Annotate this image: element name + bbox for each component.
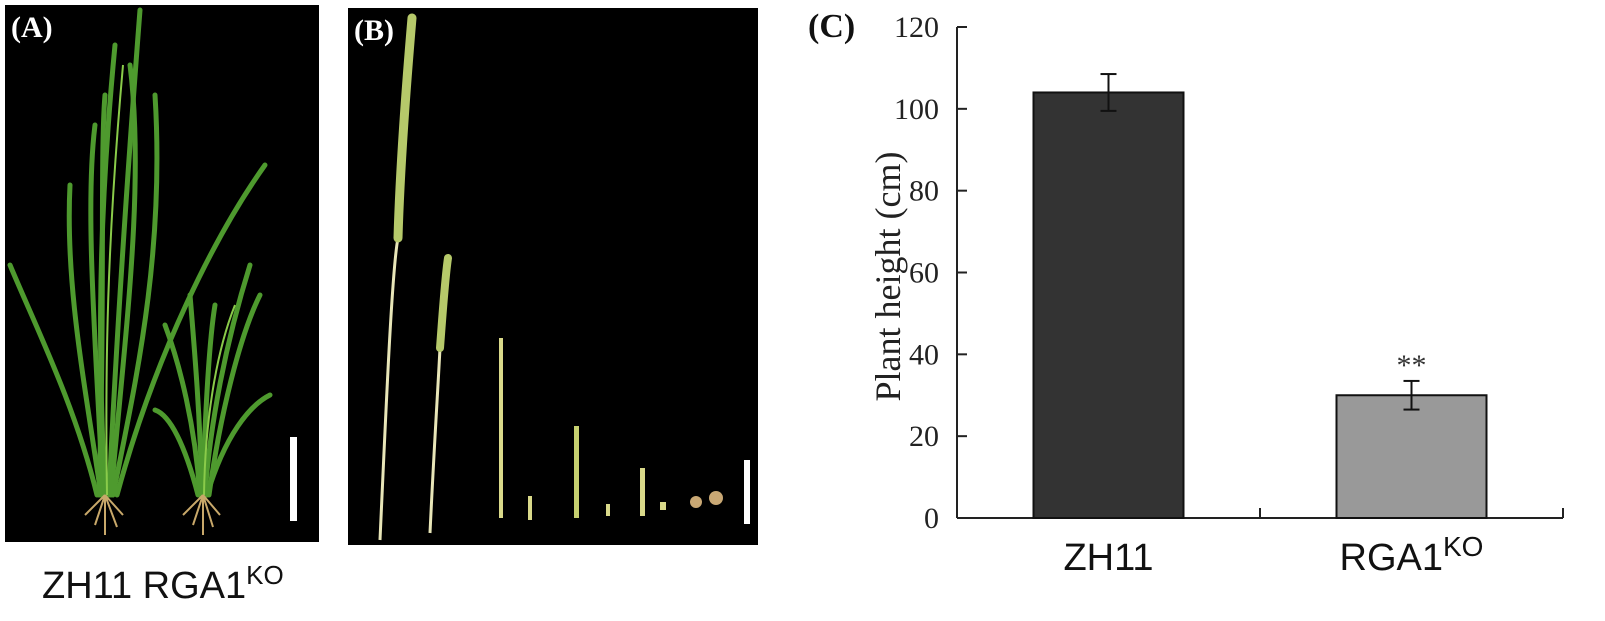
y-axis-label: Plant height (cm) [868,152,908,402]
scale-bar-a [290,437,297,521]
y-tick-label-5: 100 [894,93,939,126]
plant-height-chart: 0 20 40 60 80 100 120 Plant height (cm) ZH11 ** RG… [868,11,1564,579]
rice-plants-illustration [7,7,297,535]
y-tick-label-1: 20 [909,420,939,453]
significance-marker-1: ** [1397,349,1427,382]
bar-0 [1032,91,1185,519]
label-rga1: RGA1 [142,565,247,607]
y-tick-label-3: 60 [909,257,939,290]
y-tick-label-4: 80 [909,175,939,208]
label-zh11: ZH11 [42,565,133,607]
x-tick-superscript-1: KO [1443,531,1483,562]
internodes-illustration [378,13,750,541]
panel-a-caption: ZH11 RGA1KO [42,560,284,608]
bar-1 [1335,394,1488,519]
photo-panel-a: (A) [5,5,319,542]
panel-a-letter: (A) [11,11,53,44]
y-tick-label-6: 120 [894,11,939,44]
panel-c-letter: (C) [808,8,856,45]
photo-panel-b: (B) [348,8,758,545]
label-rga1-superscript: KO [246,560,284,590]
panel-b-letter: (B) [354,14,394,47]
y-tick-label-2: 40 [909,338,939,371]
x-tick-label-0: ZH11 [1063,537,1153,579]
y-tick-label-0: 0 [924,502,939,535]
scale-bar-b [744,460,750,524]
x-tick-label-1: RGA1KO [1340,531,1484,579]
